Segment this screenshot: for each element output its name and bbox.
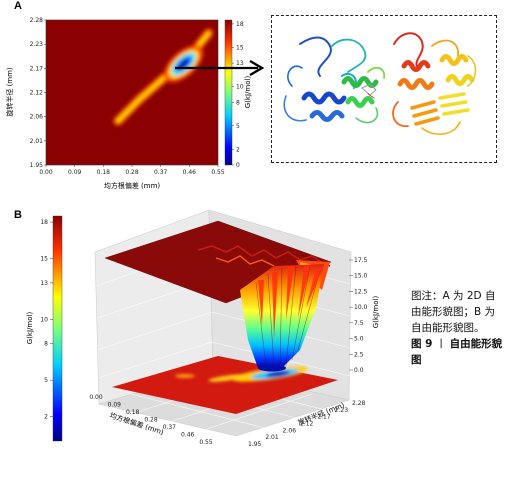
heatmap-background xyxy=(46,20,218,165)
heatmap-colorbar-tick: 5 xyxy=(236,123,240,130)
heatmap-colorbar-tick: 8 xyxy=(236,99,240,106)
heatmap-xlabel: 均方根偏差 (mm) xyxy=(104,181,161,190)
heatmap-x-tick: 0.55 xyxy=(211,169,225,176)
heatmap-x-tick: 0.09 xyxy=(68,169,82,176)
protein-structure-box xyxy=(271,15,497,163)
heatmap-x-tick: 0.28 xyxy=(125,169,139,176)
surface-x-tick: 0.09 xyxy=(108,402,122,409)
surface-x-tick: 0.55 xyxy=(199,439,213,446)
surface-z-tick: 7.5 xyxy=(354,320,364,327)
surface-y-tick: 2.01 xyxy=(265,434,279,441)
surface-colorbar-tick: 18 xyxy=(40,219,48,226)
surface-z-tick: 17.5 xyxy=(354,257,368,264)
surface-colorbar-label: G(kJ/mol) xyxy=(26,312,34,345)
surface-colorbar-tick: 8 xyxy=(44,341,48,348)
heatmap-colorbar-tick: 15 xyxy=(236,44,244,51)
surface-zlabel: G(kJ/mol) xyxy=(372,296,380,329)
surface-z-tick: 10.0 xyxy=(354,304,368,311)
heatmap-y-tick: 1.95 xyxy=(30,162,44,169)
surface-colorbar xyxy=(52,215,63,442)
protein-structure-illustration xyxy=(283,32,477,135)
heatmap-y-tick: 2.28 xyxy=(30,17,44,24)
heatmap-x-tick: 0.37 xyxy=(154,169,168,176)
heatmap-colorbar-tick: 0 xyxy=(236,162,240,169)
heatmap-y-tick: 2.23 xyxy=(30,41,44,48)
heatmap-y-tick: 2.01 xyxy=(30,138,44,145)
surface-x-tick: 0.37 xyxy=(163,424,177,431)
heatmap-chart: 0.00 0.09 0.18 0.28 0.37 0.46 0.55 1.95 2.01 2.0… xyxy=(5,17,265,190)
surface-colorbar-tick: 2 xyxy=(44,414,48,421)
surface-z-tick: 12.5 xyxy=(354,288,368,295)
heatmap-x-tick: 0.46 xyxy=(183,169,197,176)
caption-note: 图注：A 为 2D 自由能形貌图；B 为自由能形貌图。 xyxy=(411,290,496,334)
surface-z-tick: 0.0 xyxy=(354,367,364,374)
arrow-to-structure xyxy=(175,59,265,77)
caption-figure-label: 图 9 xyxy=(411,338,433,350)
panel-a-label: A xyxy=(14,0,22,12)
heatmap-x-tick: 0.18 xyxy=(97,169,111,176)
surface-y-tick: 1.95 xyxy=(248,441,262,448)
panel-b-label: B xyxy=(14,209,22,221)
heatmap-ylabel: 旋转半径 (mm) xyxy=(5,67,14,117)
heatmap-y-tick: 2.17 xyxy=(30,65,44,72)
surface-y-tick: 2.28 xyxy=(352,400,366,407)
figure-caption: 图注：A 为 2D 自由能形貌图；B 为自由能形貌图。 图 9 丨 自由能形貌图 xyxy=(411,288,503,368)
surface-y-tick: 2.17 xyxy=(317,414,331,421)
surface-x-tick: 0.28 xyxy=(144,417,158,424)
heatmap-colorbar-label: G(kJ/mol) xyxy=(244,76,252,109)
surface-colorbar-tick: 10 xyxy=(40,316,48,323)
surface3d-chart: 2 5 8 10 13 15 18 G(kJ/mol) xyxy=(26,209,380,448)
surface-x-tick: 0.00 xyxy=(89,394,103,401)
surface-colorbar-tick: 15 xyxy=(40,256,48,263)
heatmap-x-tick: 0.00 xyxy=(39,169,53,176)
heatmap-y-tick: 2.06 xyxy=(30,114,44,121)
surface-x-tick: 0.18 xyxy=(126,409,140,416)
caption-figure-line: 图 9 丨 自由能形貌图 xyxy=(411,336,503,368)
surface-y-tick: 2.23 xyxy=(335,407,349,414)
surface-y-tick: 2.12 xyxy=(300,421,314,428)
surface-y-tick: 2.06 xyxy=(283,427,297,434)
surface-plot xyxy=(104,220,332,372)
heatmap-colorbar-tick: 18 xyxy=(236,21,244,28)
surface-z-tick: 2.5 xyxy=(354,351,364,358)
heatmap-colorbar xyxy=(224,19,233,166)
surface-z-tick: 5.0 xyxy=(354,336,364,343)
surface-x-tick: 0.46 xyxy=(181,432,195,439)
heatmap-colorbar-tick: 13 xyxy=(236,60,244,67)
caption-separator: 丨 xyxy=(435,338,447,350)
heatmap-y-tick: 2.12 xyxy=(30,90,44,97)
heatmap-colorbar-tick: 2 xyxy=(236,146,240,153)
basin-minimum xyxy=(179,60,188,68)
surface-z-tick: 15.0 xyxy=(354,273,368,280)
surface-colorbar-tick: 13 xyxy=(40,280,48,287)
surface-colorbar-tick: 5 xyxy=(44,377,48,384)
caption-figure-title: 自由能形貌图 xyxy=(411,338,503,366)
heatmap-colorbar-tick: 10 xyxy=(236,84,244,91)
